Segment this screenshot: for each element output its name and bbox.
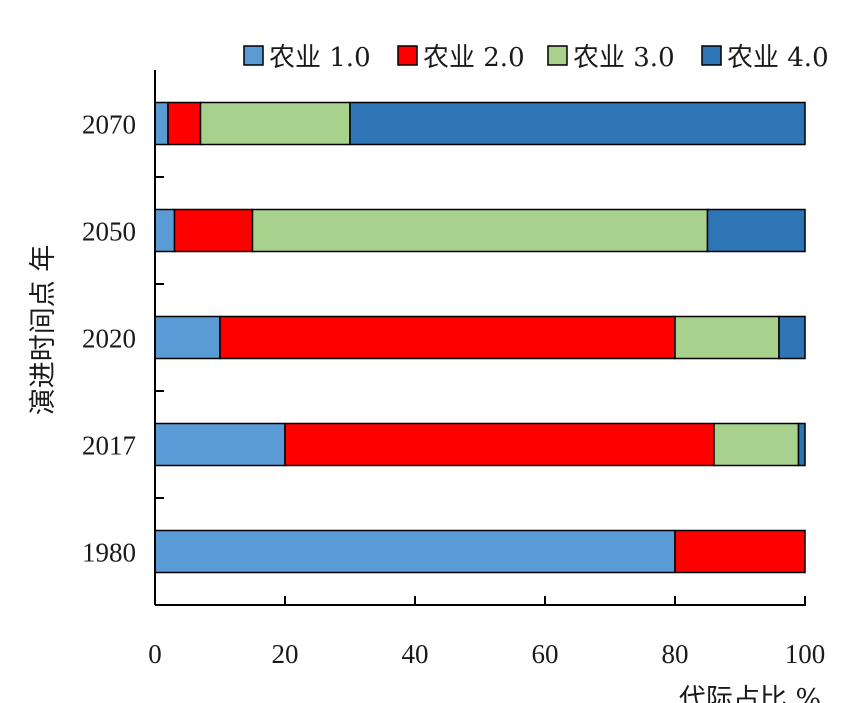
bar-2050-series-2: [173, 208, 254, 253]
y-tick-label: 2070: [82, 110, 136, 140]
y-ticks: 2070 2050 2020 2017 1980: [82, 110, 164, 568]
x-tick-label: 40: [402, 639, 429, 669]
x-ticks: 0 20 40 60 80 100: [148, 596, 825, 669]
bar-2020-series-1: [154, 315, 221, 360]
bar-2017-series-2: [284, 422, 715, 467]
bar-2017-series-4: [797, 422, 806, 467]
bar-1980-series-1: [154, 529, 676, 574]
bar-2070-series-1: [154, 101, 169, 146]
bar-2017-series-1: [154, 422, 286, 467]
y-tick-label: 2050: [82, 217, 136, 247]
bar-2070-series-4: [349, 101, 806, 146]
bar-2020-series-3: [674, 315, 780, 360]
bar-1980-series-2: [674, 529, 806, 574]
legend: 农业 1.0 农业 2.0 农业 3.0 农业 4.0: [243, 43, 829, 73]
legend-swatch-series-2: [397, 45, 418, 66]
x-tick-label: 60: [532, 639, 559, 669]
x-axis-title: 代际占比 %: [679, 684, 821, 703]
x-tick-label: 80: [662, 639, 689, 669]
bar-2017-series-3: [713, 422, 800, 467]
y-tick-label: 1980: [82, 538, 136, 568]
bars: [154, 101, 806, 574]
legend-label-series-2: 农业 2.0: [423, 43, 525, 73]
bar-2020-series-4: [778, 315, 806, 360]
legend-label-series-4: 农业 4.0: [727, 43, 829, 73]
x-tick-label: 0: [148, 639, 162, 669]
x-tick-label: 20: [272, 639, 299, 669]
legend-label-series-3: 农业 3.0: [573, 43, 675, 73]
axes: [154, 70, 806, 606]
bar-2070-series-3: [199, 101, 351, 146]
legend-swatch-series-1: [243, 45, 264, 66]
bar-2050-series-1: [154, 208, 176, 253]
legend-swatch-series-3: [547, 45, 568, 66]
bar-2070-series-2: [167, 101, 202, 146]
bar-2050-series-3: [251, 208, 709, 253]
bar-2020-series-2: [219, 315, 676, 360]
y-tick-label: 2017: [82, 431, 136, 461]
legend-swatch-series-4: [701, 45, 722, 66]
legend-label-series-1: 农业 1.0: [269, 43, 371, 73]
y-tick-label: 2020: [82, 324, 136, 354]
y-axis-title: 演进时间点 年: [28, 245, 59, 416]
x-tick-label: 100: [785, 639, 826, 669]
bar-2050-series-4: [706, 208, 806, 253]
